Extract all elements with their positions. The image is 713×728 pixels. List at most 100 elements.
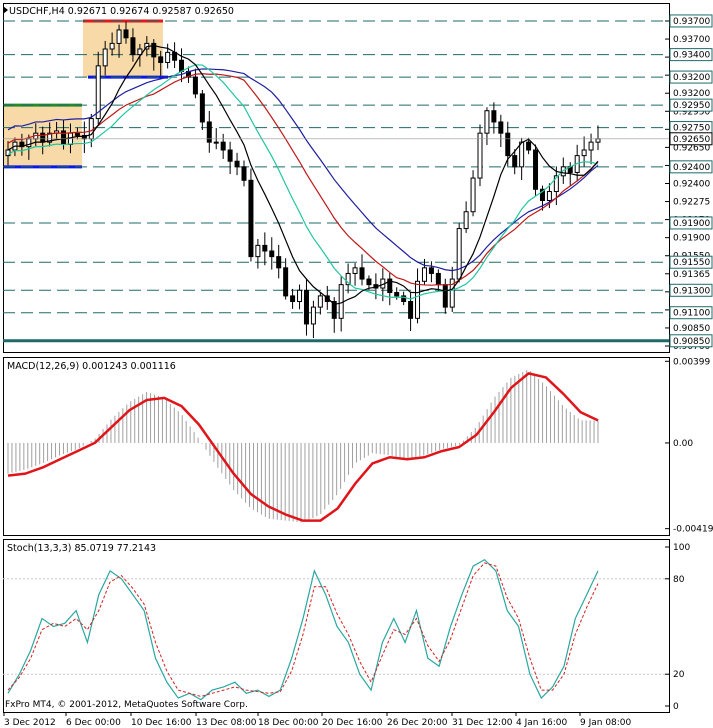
price-tick-label: 0.93200 (673, 89, 710, 99)
candle-body (387, 278, 393, 294)
level-price-box (669, 70, 713, 84)
candle-body (206, 121, 212, 143)
main-header: USDCHF,H4 0.92671 0.92674 0.92587 0.9265… (9, 6, 234, 17)
level-price-box (669, 14, 713, 28)
candle-body (546, 191, 552, 202)
level-price-box (669, 255, 713, 269)
price-tick-label: 0.92400 (673, 180, 710, 190)
ma-red-line (7, 73, 599, 286)
current-price-box (669, 132, 713, 146)
candle-body (449, 278, 455, 308)
candle-body (158, 56, 164, 63)
price-tick-label: 0.90850 (673, 324, 710, 334)
candle-body (310, 306, 316, 325)
candle-body (456, 228, 462, 280)
x-tick-label: 10 Dec 16:00 (131, 718, 192, 728)
candle-body (123, 29, 129, 39)
candle-body (338, 284, 344, 319)
x-tick-label: 20 Dec 16:00 (322, 718, 383, 728)
candle-body (539, 188, 545, 202)
candle-body (192, 76, 198, 95)
macd-tick-label: 0.00399 (673, 357, 710, 367)
candle-body (415, 280, 421, 319)
candle-body (116, 29, 122, 44)
candle-body (130, 37, 136, 56)
candle-body (484, 110, 490, 134)
macd-signal-line (7, 372, 599, 522)
candle-body (95, 65, 101, 120)
level-price-box (669, 48, 713, 62)
candle-body (366, 278, 372, 286)
candle-body (276, 256, 282, 269)
x-tick-label: 3 Dec 2012 (4, 718, 56, 728)
consolidation-box-top (83, 20, 163, 78)
level-price-label: 0.91300 (673, 286, 710, 296)
candle-body (588, 141, 594, 151)
candle-body (262, 244, 268, 252)
stoch-tick-label: 0 (673, 702, 679, 712)
x-tick-label: 31 Dec 12:00 (452, 718, 513, 728)
candle-body (234, 160, 240, 168)
price-tick-label: 0.92950 (673, 107, 710, 117)
candle-body (435, 272, 441, 286)
candle-body (421, 267, 427, 282)
candle-body (269, 250, 275, 258)
stoch-signal-line (7, 562, 599, 697)
x-tick-label: 6 Dec 00:00 (66, 718, 121, 728)
stoch-main-line (7, 558, 599, 701)
header-marker-icon (3, 6, 8, 14)
candle-body (74, 132, 80, 136)
price-tick-label: 0.93700 (673, 35, 710, 45)
candle-body (151, 42, 157, 58)
x-tick-label: 4 Jan 16:00 (516, 718, 568, 728)
level-price-label: 0.93700 (673, 17, 710, 27)
stoch-panel-frame (3, 539, 670, 713)
level-price-label: 0.92750 (673, 124, 710, 134)
candle-body (477, 132, 483, 179)
level-price-label: 0.91550 (673, 258, 710, 268)
candle-body (533, 149, 539, 190)
candle-body (5, 149, 11, 157)
candle-body (553, 175, 559, 193)
macd-tick-label: 0.00 (673, 439, 693, 449)
candle-body (581, 149, 587, 157)
level-price-label: 0.92400 (673, 163, 710, 173)
ma-black-line (7, 44, 599, 305)
level-price-box (669, 160, 713, 174)
candle-body (47, 132, 53, 143)
candle-body (297, 289, 303, 303)
candle-body (179, 59, 185, 72)
candle-body (352, 267, 358, 274)
candle-body (401, 295, 407, 303)
stoch-tick-label: 20 (673, 670, 685, 680)
ma-blue-line (7, 68, 599, 272)
x-tick-label: 9 Jan 08:00 (580, 718, 632, 728)
candle-body (470, 177, 476, 213)
level-price-box (669, 306, 713, 320)
candle-body (290, 295, 296, 303)
x-tick-label: 26 Dec 20:00 (387, 718, 448, 728)
current-price-label: 0.92650 (673, 135, 710, 145)
candle-body (40, 132, 46, 143)
price-tick-label: 0.92650 (673, 143, 710, 153)
candle-body (498, 121, 504, 134)
candle-body (26, 138, 32, 148)
candle-body (102, 48, 108, 67)
candle-body (463, 211, 469, 230)
candle-body (408, 301, 414, 319)
candle-body (512, 155, 518, 168)
candle-body (241, 166, 247, 181)
macd-tick-label: -0.00419 (673, 525, 713, 535)
level-price-label: 0.93400 (673, 51, 710, 61)
level-price-box (669, 334, 713, 348)
macd-header: MACD(12,26,9) 0.001243 0.001116 (7, 361, 176, 372)
candle-body (255, 244, 261, 258)
candle-body (248, 179, 254, 258)
price-tick-label: 0.91900 (673, 234, 710, 244)
level-price-label: 0.90850 (673, 337, 710, 347)
level-price-label: 0.91900 (673, 219, 710, 229)
candle-body (345, 272, 351, 286)
level-price-box (669, 216, 713, 230)
candle-body (213, 141, 219, 144)
